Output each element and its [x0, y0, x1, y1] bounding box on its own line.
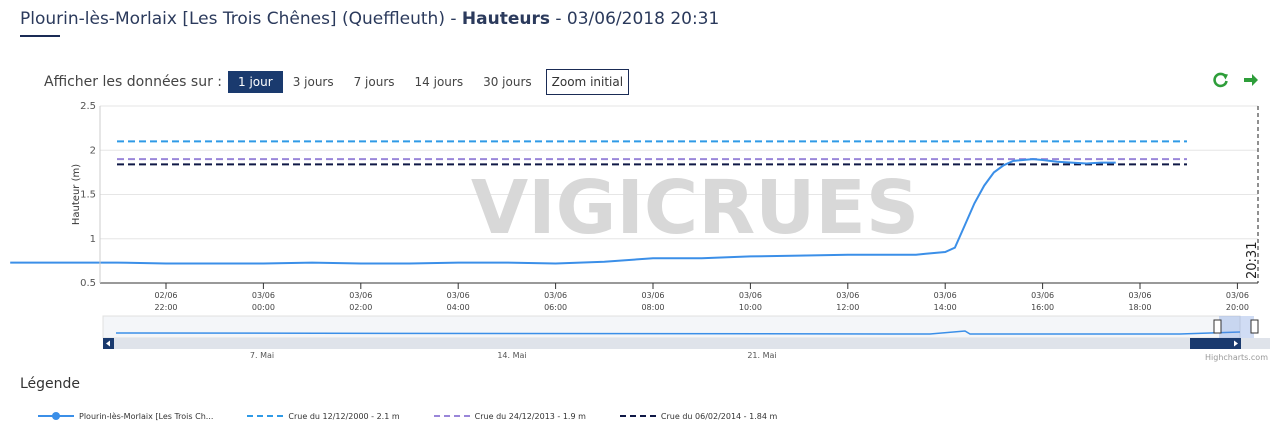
scrollbar-track — [103, 338, 1270, 349]
scrollbar-thumb — [1190, 338, 1230, 349]
x-tick-time: 22:00 — [154, 303, 177, 312]
arrow-right-icon[interactable] — [1242, 71, 1260, 89]
range-button-30-days[interactable]: 30 jours — [483, 75, 532, 89]
x-axis: 02/06 22:00 03/06 00:00 03/06 02:00 03/06 04:00… — [154, 283, 1249, 312]
legend: Plourin-lès-Morlaix [Les Trois Ch... Cru… — [38, 411, 811, 421]
x-tick-date: 03/06 — [349, 291, 372, 300]
legend-crue-2000-symbol — [247, 415, 284, 417]
series-line-plourin — [10, 158, 1116, 265]
x-tick-date: 03/06 — [1226, 291, 1249, 300]
legend-item-crue-2013[interactable]: Crue du 24/12/2013 - 1.9 m — [433, 411, 586, 421]
range-selector-label: Afficher les données sur : — [44, 74, 223, 90]
navigator: 7. Mai 14. Mai 21. Mai — [102, 315, 1270, 360]
x-tick-time: 00:00 — [252, 303, 275, 312]
navigator-label: 14. Mai — [497, 351, 526, 360]
legend-item-crue-2014[interactable]: Crue du 06/02/2014 - 1.84 m — [619, 411, 778, 421]
y-tick-label: 2.5 — [80, 101, 96, 112]
x-tick-time: 02:00 — [349, 303, 372, 312]
vigicrues-watermark: VIGICRUES — [471, 165, 919, 251]
range-button-7-days[interactable]: 7 jours — [353, 75, 395, 89]
navigator-left-handle — [1213, 319, 1222, 334]
scroll-right-icon — [1234, 340, 1238, 347]
y-tick-label: 1.5 — [80, 190, 96, 201]
scroll-left-icon — [106, 340, 110, 347]
x-tick-date: 03/06 — [1128, 291, 1151, 300]
legend-crue-2013-symbol — [433, 415, 470, 417]
y-axis: 2.5 2 1.5 1 0.5 Hauteur (m) — [71, 101, 1258, 289]
x-tick-date: 03/06 — [641, 291, 664, 300]
title-datetime: - 03/06/2018 20:31 — [549, 9, 720, 29]
legend-item-crue-2000[interactable]: Crue du 12/12/2000 - 2.1 m — [247, 411, 400, 421]
navigator-label: 7. Mai — [250, 351, 274, 360]
legend-crue-2014-label: Crue du 06/02/2014 - 1.84 m — [660, 411, 778, 421]
legend-crue-2014-symbol — [619, 415, 656, 417]
navigator-label: 21. Mai — [747, 351, 776, 360]
x-tick-date: 03/06 — [447, 291, 470, 300]
y-tick-label: 1 — [90, 234, 96, 245]
page-title: Plourin-lès-Morlaix [Les Trois Chênes] (… — [20, 9, 719, 29]
x-tick-time: 12:00 — [836, 303, 859, 312]
x-tick-time: 06:00 — [544, 303, 567, 312]
legend-crue-2013-label: Crue du 24/12/2013 - 1.9 m — [474, 411, 586, 421]
y-axis-title: Hauteur (m) — [71, 164, 82, 225]
range-selector: Afficher les données sur : 1 jour 3 jour… — [44, 68, 630, 96]
x-tick-time: 14:00 — [934, 303, 957, 312]
title-underline — [20, 35, 60, 37]
legend-title: Légende — [20, 376, 81, 392]
y-tick-label: 0.5 — [80, 278, 96, 289]
highcharts-credit[interactable]: Highcharts.com — [1205, 353, 1268, 362]
x-tick-date: 03/06 — [836, 291, 859, 300]
range-button-1-day[interactable]: 1 jour — [228, 71, 283, 93]
x-tick-date: 03/06 — [252, 291, 275, 300]
x-tick-time: 16:00 — [1031, 303, 1054, 312]
station-name: Plourin-lès-Morlaix [Les Trois Chênes] (… — [20, 9, 462, 29]
series-layer — [10, 158, 1116, 265]
legend-crue-2000-label: Crue du 12/12/2000 - 2.1 m — [288, 411, 400, 421]
zoom-reset-button[interactable]: Zoom initial — [545, 69, 630, 95]
refresh-icon[interactable] — [1212, 71, 1230, 89]
x-tick-date: 02/06 — [154, 291, 177, 300]
threshold-lines — [117, 140, 1187, 166]
navigator-window — [1219, 316, 1254, 338]
y-tick-label: 2 — [90, 145, 96, 156]
x-tick-time: 20:00 — [1226, 303, 1249, 312]
legend-series-symbol — [38, 412, 74, 420]
navigator-series — [115, 330, 1241, 335]
grid-lines — [100, 105, 1258, 240]
x-tick-date: 03/06 — [739, 291, 762, 300]
legend-item-series[interactable]: Plourin-lès-Morlaix [Les Trois Ch... — [38, 411, 213, 421]
legend-series-label: Plourin-lès-Morlaix [Les Trois Ch... — [79, 411, 214, 421]
now-marker: 20:31 — [1245, 106, 1260, 283]
x-tick-time: 10:00 — [739, 303, 762, 312]
range-button-3-days[interactable]: 3 jours — [292, 75, 334, 89]
range-button-14-days[interactable]: 14 jours — [414, 75, 464, 89]
x-tick-date: 03/06 — [1031, 291, 1054, 300]
x-tick-time: 08:00 — [641, 303, 664, 312]
x-tick-date: 03/06 — [934, 291, 957, 300]
variable-name: Hauteurs — [461, 9, 550, 29]
now-label: 20:31 — [1245, 242, 1260, 279]
x-tick-date: 03/06 — [544, 291, 567, 300]
navigator-right-handle — [1250, 319, 1259, 334]
x-tick-time: 18:00 — [1128, 303, 1151, 312]
water-level-chart: VIGICRUES 2.5 2 1.5 1 0.5 Hauteur (m) 02/06 22… — [10, 101, 1270, 360]
x-tick-time: 04:00 — [447, 303, 470, 312]
